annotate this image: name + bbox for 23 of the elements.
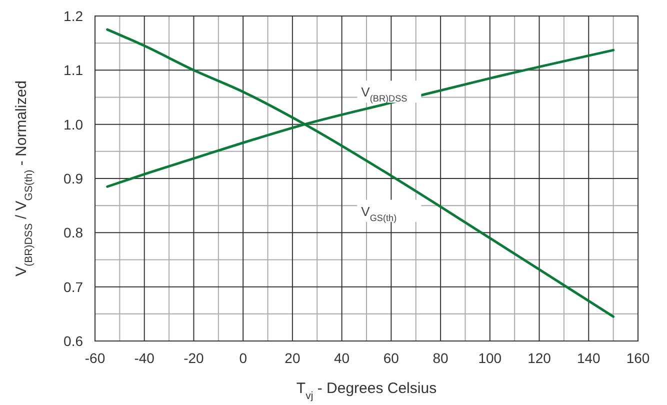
x-tick-label: -40	[134, 350, 155, 366]
y-tick-label: 1.2	[64, 8, 84, 24]
x-axis-title: T$_{vj}$ - Degrees Celsius	[296, 380, 437, 402]
y-tick-label: 0.6	[64, 333, 84, 349]
x-tick-label: -20	[184, 350, 204, 366]
y-tick-label: 0.9	[64, 170, 84, 186]
y-tick-label: 0.8	[64, 224, 84, 241]
x-tick-label: 40	[334, 350, 350, 366]
series-label: V$_{(BR)DSS}$	[361, 84, 408, 104]
x-tick-label: -60	[84, 350, 106, 366]
x-tick-label: 100	[478, 350, 502, 366]
x-tick-label: 80	[432, 350, 449, 366]
x-tick-label: 60	[383, 350, 400, 366]
x-tick-label: 0	[239, 350, 248, 366]
y-tick-label: 1.0	[64, 116, 84, 132]
x-tick-label: 20	[284, 350, 300, 366]
x-tick-label: 120	[528, 350, 552, 366]
x-tick-label: 140	[576, 350, 601, 366]
x-tick-label: 160	[626, 350, 650, 366]
y-tick-label: 0.7	[64, 278, 84, 295]
series-label: V$_{GS(th)}$	[361, 204, 397, 223]
line-series	[106, 28, 615, 318]
y-tick-label: 1.1	[64, 62, 84, 78]
